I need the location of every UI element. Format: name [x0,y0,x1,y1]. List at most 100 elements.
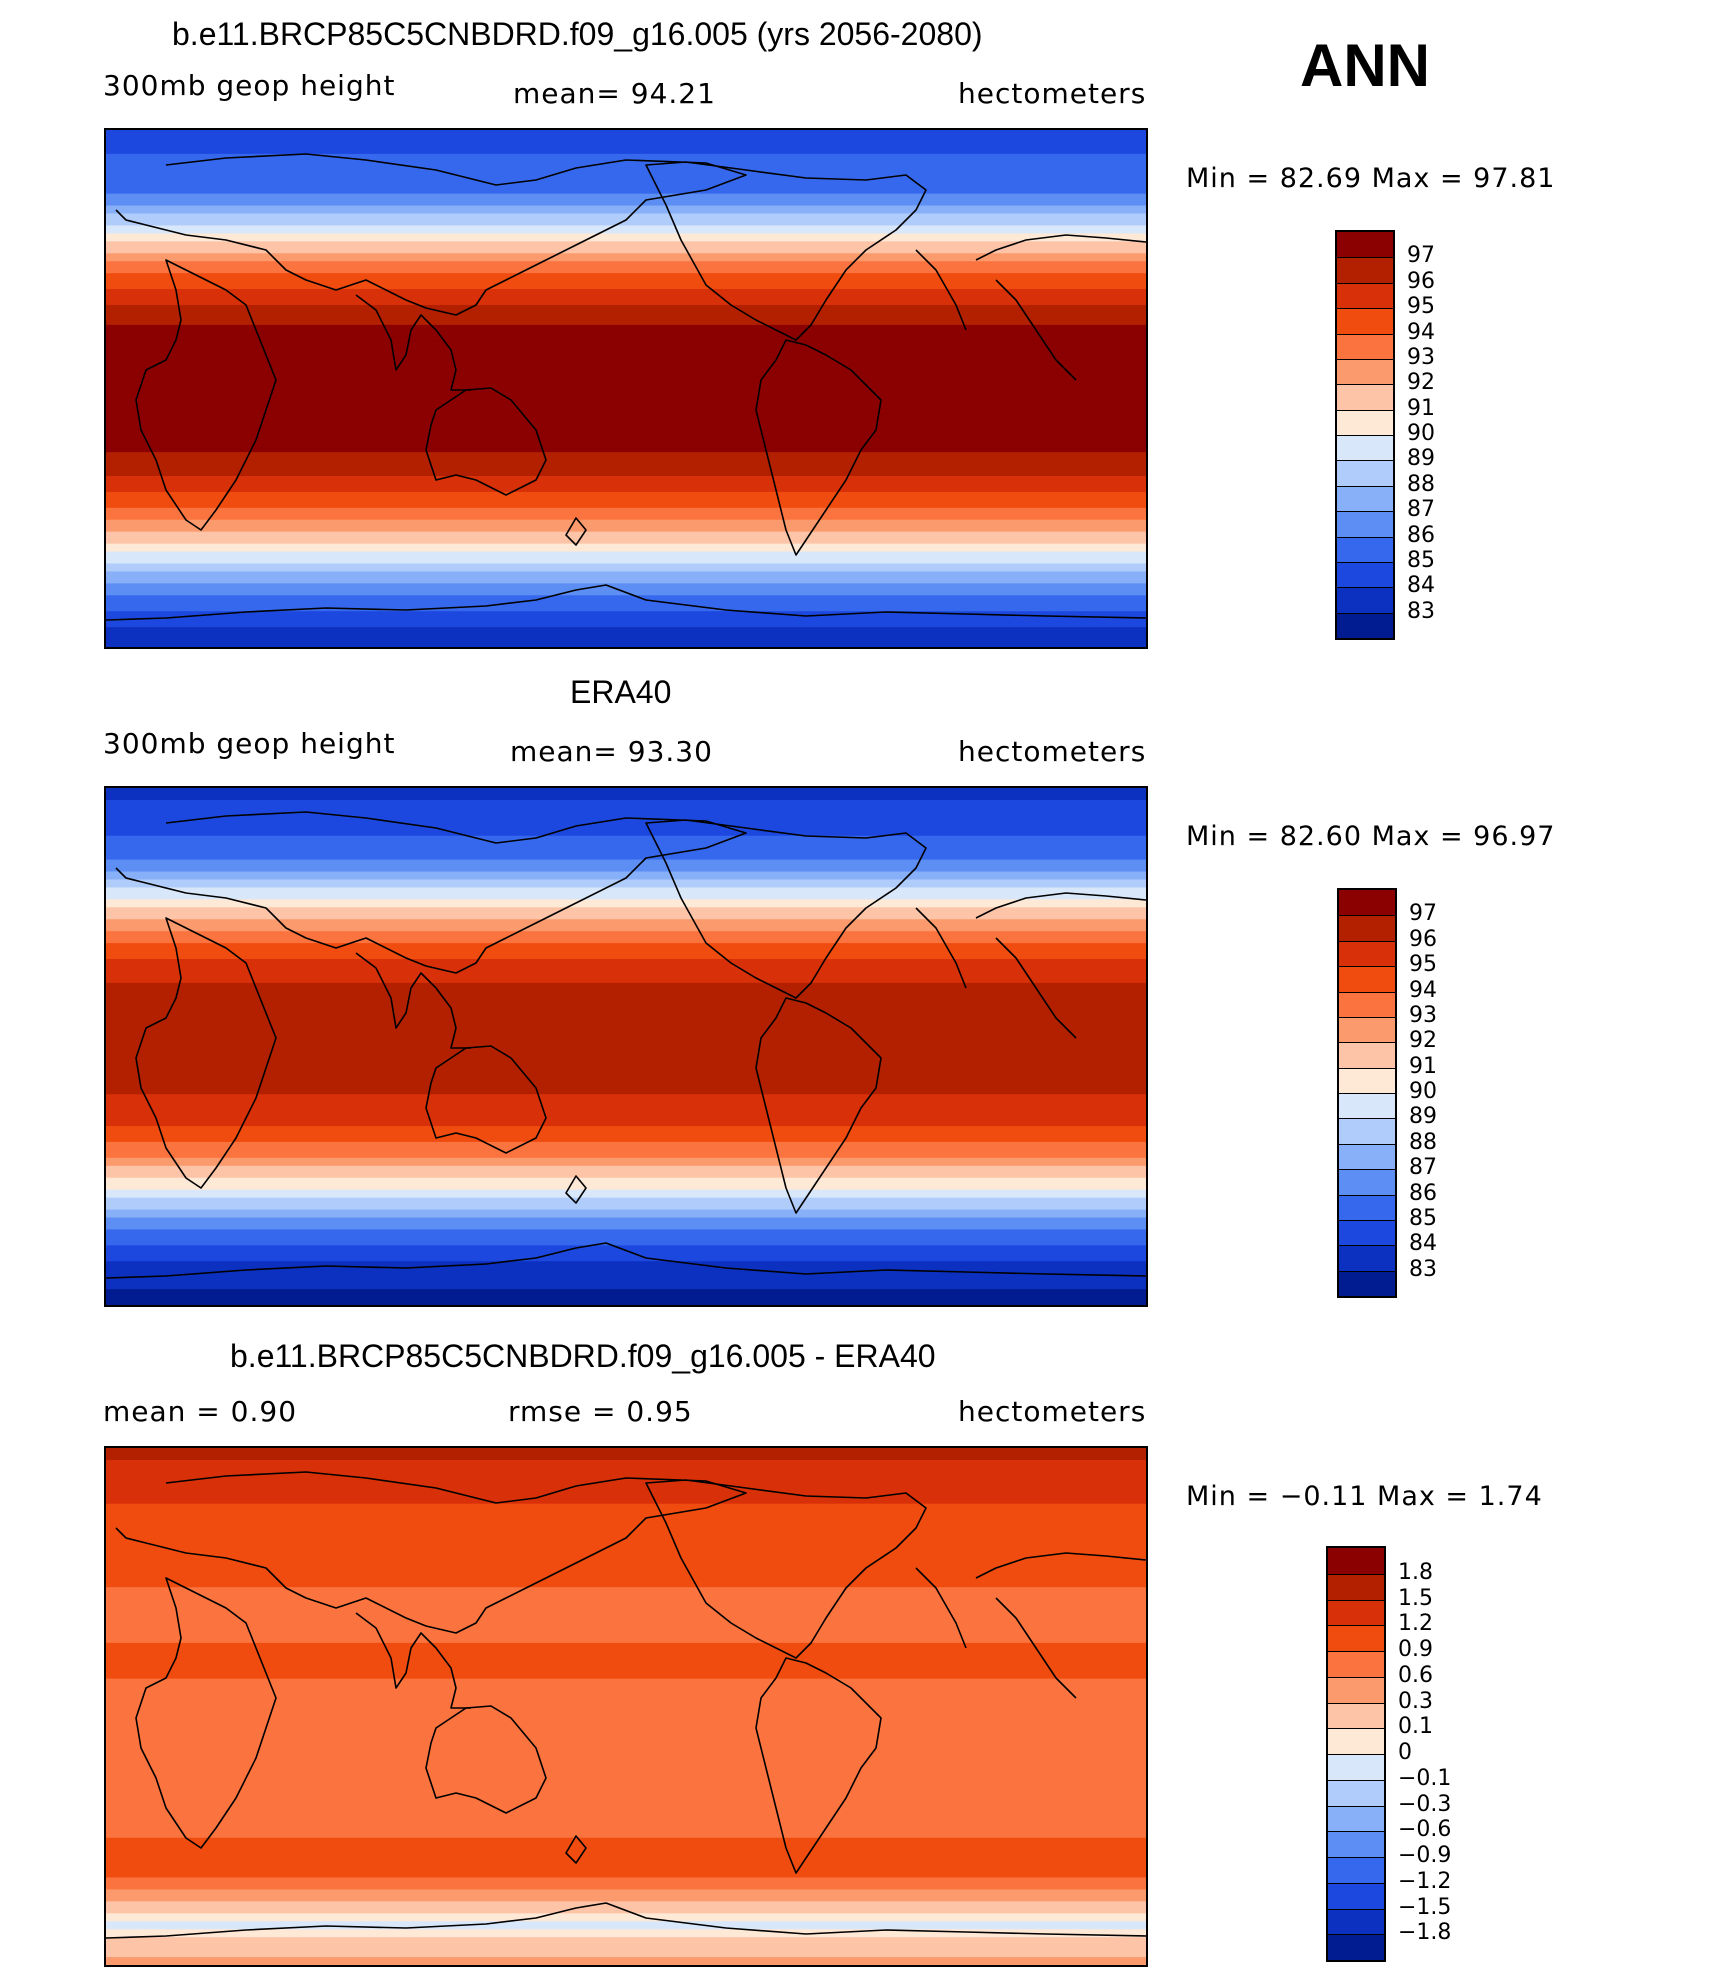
contour-band [106,1217,1146,1223]
panel2-units: hectometers [958,735,1147,768]
contour-band [106,1658,1146,1664]
contour-band [106,511,1146,517]
contour-band [106,1467,1146,1473]
panel1-mean: mean= 94.21 [513,77,716,110]
colorbar-label: 96 [1407,268,1435,294]
contour-band [106,986,1146,992]
coastline [995,1597,1077,1699]
contour-band [106,895,1146,900]
contour-band [106,448,1146,453]
colorbar-label: 97 [1409,901,1437,927]
colorbar-swatch [1337,435,1393,461]
contour-band [106,867,1146,873]
contour-band [106,923,1146,928]
contour-band [106,181,1146,187]
contour-band [106,907,1146,912]
panel2-map [104,786,1148,1307]
contour-band [106,519,1146,525]
contour-band [106,947,1146,952]
contour-band [106,340,1146,346]
contour-band [106,1046,1146,1052]
colorbar-swatch [1328,1676,1384,1703]
coastline [975,1552,1146,1579]
contour-band [106,903,1146,908]
colorbar-label: 88 [1409,1129,1437,1155]
contour-band [106,1074,1146,1079]
contour-band [106,1102,1146,1107]
colorbar-swatch [1328,1754,1384,1780]
contour-band [106,1451,1146,1457]
contour-band [106,931,1146,936]
colorbar-label: 87 [1409,1155,1437,1181]
contour-band [106,879,1146,885]
colorbar-label: 89 [1409,1104,1437,1130]
colorbar-label: 0.3 [1398,1688,1433,1714]
panel3-colorbar [1326,1546,1386,1962]
contour-band [106,1746,1146,1751]
contour-band [106,1742,1146,1747]
coastline [355,1612,471,1709]
colorbar-swatch [1339,1118,1395,1144]
colorbar-swatch [1337,232,1393,258]
contour-band [106,444,1146,449]
contour-band [106,1845,1146,1851]
contour-band [106,1301,1146,1305]
contour-band [106,1026,1146,1032]
contour-band [106,1281,1146,1286]
colorbar-swatch [1328,1702,1384,1729]
colorbar-swatch [1337,257,1393,283]
contour-band [106,1913,1146,1918]
colorbar-label: 1.8 [1398,1559,1433,1585]
contour-band [106,515,1146,521]
contour-band [106,970,1146,976]
contour-band [106,1829,1146,1835]
contour-band [106,1702,1146,1708]
panel1-units: hectometers [958,77,1147,110]
colorbar-label: 96 [1409,926,1437,952]
contour-band [106,599,1146,604]
contour-band [106,324,1146,330]
panel2-mean: mean= 93.30 [510,735,713,768]
colorbar-label: −0.6 [1398,1817,1452,1843]
contour-band [106,1499,1146,1505]
coastline [915,1567,967,1649]
contour-band [106,412,1146,417]
colorbar-swatch [1339,890,1395,916]
contour-band [106,372,1146,378]
colorbar-label: 85 [1409,1205,1437,1231]
contour-band [106,173,1146,179]
contour-band [106,1778,1146,1783]
contour-band [106,891,1146,896]
colorbar-swatch [1339,1245,1395,1271]
contour-band [106,1495,1146,1501]
colorbar-label: 94 [1407,319,1435,345]
contour-band [106,998,1146,1004]
colorbar-swatch [1337,485,1393,512]
colorbar-swatch [1337,460,1393,486]
contour-band [106,1790,1146,1795]
contour-band [106,483,1146,489]
contour-band [106,1201,1146,1207]
contour-band [106,1126,1146,1131]
contour-band [106,1225,1146,1231]
panel1-map [104,128,1148,649]
contour-band [106,1690,1146,1696]
contour-band [106,1750,1146,1755]
contour-band [106,919,1146,924]
contour-band [106,293,1146,298]
contour-band [106,1825,1146,1831]
contour-band [106,1241,1146,1246]
contour-band [106,994,1146,1000]
contour-band [106,1523,1146,1529]
contour-band [106,887,1146,892]
contour-band [106,1181,1146,1187]
coastline [115,811,747,974]
contour-band [106,344,1146,350]
contour-band [106,563,1146,569]
colorbar-label: 93 [1407,344,1435,370]
colorbar-swatch [1328,1548,1384,1574]
coastline [995,279,1077,381]
contour-band [106,839,1146,845]
contour-band [106,479,1146,485]
contour-band [106,1297,1146,1302]
